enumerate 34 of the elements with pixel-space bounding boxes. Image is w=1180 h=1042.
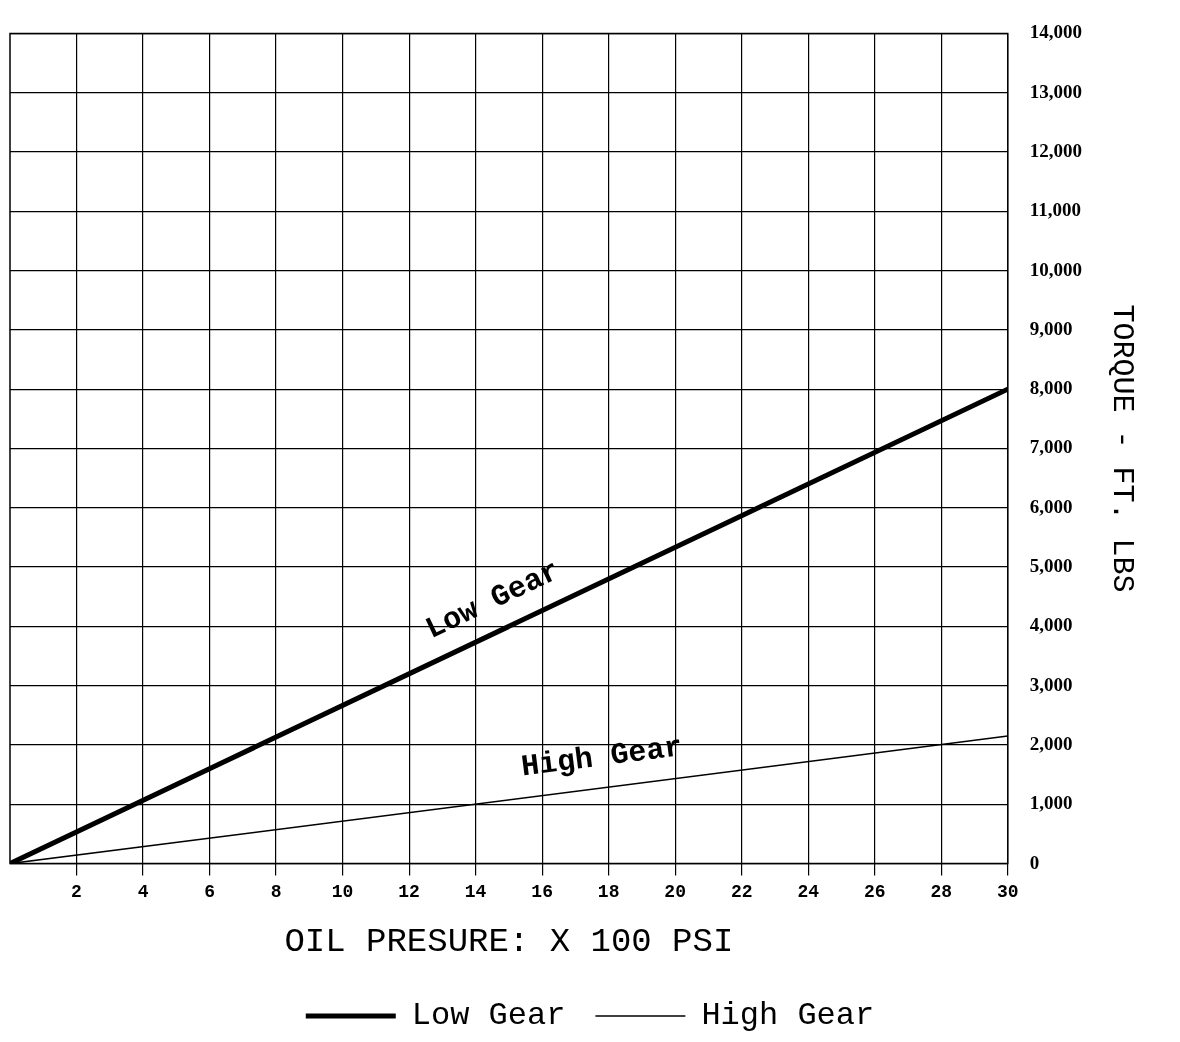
y-tick-label: 11,000 [1029, 199, 1081, 221]
x-tick-label: 28 [930, 881, 953, 902]
x-tick-label: 16 [531, 881, 553, 902]
y-tick-label: 0 [1029, 851, 1040, 873]
legend-label: High Gear [701, 997, 875, 1035]
y-tick-label: 2,000 [1029, 732, 1073, 754]
y-tick-label: 4,000 [1029, 614, 1073, 636]
y-tick-label: 7,000 [1029, 436, 1073, 458]
y-tick-label: 8,000 [1029, 377, 1073, 399]
x-tick-label: 18 [597, 881, 620, 902]
x-tick-label: 2 [71, 881, 82, 902]
x-tick-label: 30 [996, 881, 1019, 902]
y-tick-label: 13,000 [1029, 80, 1082, 102]
x-tick-label: 20 [664, 881, 686, 902]
x-tick-label: 22 [730, 881, 753, 902]
y-tick-label: 12,000 [1029, 139, 1082, 161]
y-tick-label: 6,000 [1029, 495, 1073, 517]
x-tick-label: 24 [797, 881, 820, 902]
x-tick-label: 12 [398, 881, 420, 902]
y-tick-label: 3,000 [1029, 673, 1073, 695]
x-tick-label: 8 [270, 881, 282, 902]
x-axis-title: OIL PRESURE: X 100 PSI [284, 922, 734, 961]
y-tick-label: 14,000 [1029, 21, 1082, 43]
x-tick-label: 10 [331, 881, 354, 902]
y-tick-label: 5,000 [1029, 555, 1073, 577]
x-tick-label: 26 [863, 881, 886, 902]
y-tick-label: 1,000 [1029, 792, 1073, 814]
y-axis-title: TORQUE - FT. LBS [1105, 304, 1140, 593]
x-tick-label: 4 [137, 881, 149, 902]
legend-label: Low Gear [411, 997, 566, 1035]
x-tick-label: 14 [464, 881, 487, 902]
y-tick-label: 10,000 [1029, 258, 1082, 280]
x-tick-label: 6 [204, 881, 215, 902]
y-tick-label: 9,000 [1029, 317, 1073, 339]
